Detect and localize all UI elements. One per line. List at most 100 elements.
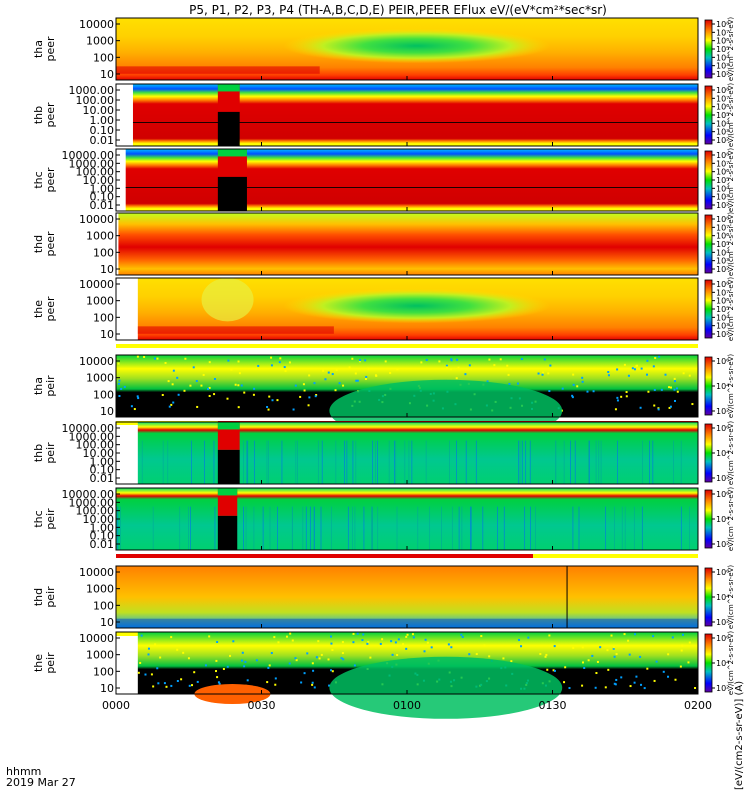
spectrum-fill bbox=[132, 84, 699, 146]
spectrum-noise bbox=[294, 657, 297, 660]
spectrum-noise bbox=[342, 384, 345, 387]
spectrum-noise bbox=[614, 683, 617, 686]
y-tick-label: 1000.00 bbox=[69, 84, 115, 97]
spectrum-noise bbox=[572, 383, 575, 386]
spectrum-noise bbox=[117, 382, 120, 385]
spectrum-noise bbox=[328, 684, 331, 687]
y-tick-label: 10 bbox=[100, 405, 114, 418]
spectrum-noise bbox=[406, 633, 409, 636]
spectrum-noise bbox=[420, 361, 423, 364]
y-tick-label: 1.00 bbox=[90, 455, 115, 468]
spectrum-noise bbox=[610, 634, 613, 637]
x-tick-label: 0000 bbox=[102, 699, 130, 712]
spectrum-noise bbox=[222, 668, 225, 671]
colorbar-unit-label: eV/(cm^2-s-sr-eV) bbox=[727, 565, 735, 630]
spectrum-noise bbox=[313, 382, 316, 385]
spectrum-noise bbox=[137, 397, 140, 400]
y-tick-label: 0.10 bbox=[90, 124, 115, 137]
spectrum-noise bbox=[313, 686, 316, 689]
y-tick-label: 10 bbox=[100, 68, 114, 81]
y-axis-label: peir bbox=[44, 442, 57, 464]
spectrum-noise bbox=[397, 638, 400, 641]
spectrum-noise bbox=[506, 364, 509, 367]
spectrum-noise bbox=[208, 394, 211, 397]
spectrum-noise bbox=[662, 670, 665, 673]
spectrum-noise bbox=[172, 369, 175, 372]
spectrum-noise bbox=[646, 359, 649, 362]
spectrum-noise bbox=[545, 653, 548, 656]
spectrum-noise bbox=[208, 386, 211, 389]
spectrum-noise bbox=[237, 384, 240, 387]
spectrum-noise bbox=[308, 374, 311, 377]
spectrum-noise bbox=[184, 357, 187, 360]
spectrum-noise bbox=[396, 653, 399, 656]
x-tick-label: 0100 bbox=[393, 699, 421, 712]
status-bar bbox=[533, 554, 698, 558]
colorbar-tick-label: 10⁴ bbox=[716, 184, 729, 193]
spectrum-noise bbox=[118, 395, 121, 398]
spectrum-noise bbox=[468, 364, 471, 367]
spectrum-noise bbox=[327, 658, 330, 661]
spectrum-noise bbox=[680, 649, 683, 652]
y-tick-label: 0.01 bbox=[90, 134, 115, 147]
spectrum-noise bbox=[581, 376, 584, 379]
panel-thd-peir: 10000 1000 100 10 thd peir 10⁶ 10⁴ 10²eV/(cm^2-s… bbox=[32, 565, 735, 636]
spectrum-noise bbox=[302, 383, 305, 386]
spectrum-noise bbox=[291, 639, 294, 642]
colorbar-tick-label: 10⁴ bbox=[716, 53, 729, 62]
spectrum-noise bbox=[673, 377, 676, 380]
spectrum-noise bbox=[607, 374, 610, 377]
spectrum-noise bbox=[311, 683, 314, 686]
spectrum-noise bbox=[283, 366, 286, 369]
y-axis-label: tha bbox=[32, 40, 45, 58]
spectrum-noise bbox=[616, 396, 619, 399]
spectrum-noise bbox=[330, 642, 333, 645]
spectrum-noise bbox=[488, 655, 491, 658]
spectrum-blob bbox=[201, 278, 254, 322]
spectrum-noise bbox=[315, 656, 318, 659]
spectrum-noise bbox=[510, 660, 513, 663]
spectrum-noise bbox=[548, 390, 551, 393]
spectrum-noise bbox=[182, 651, 185, 654]
spectrum-noise bbox=[405, 635, 408, 638]
colorbar-tick-label: 10³ bbox=[716, 257, 729, 266]
colorbar-unit-label: eV/(cm^2-s-sr-eV) bbox=[727, 17, 735, 82]
colorbar-tick-label: 10⁴ bbox=[716, 449, 729, 458]
data-gap bbox=[217, 515, 238, 550]
y-axis-label: peer bbox=[44, 296, 57, 322]
y-tick-label: 1000.00 bbox=[69, 430, 115, 443]
x-axis-label-time: hhmm bbox=[6, 765, 41, 778]
spectrum-noise bbox=[563, 681, 566, 684]
colorbar-tick-label: 10⁸ bbox=[716, 151, 729, 160]
y-tick-label: 10 bbox=[100, 682, 114, 695]
spectrum-noise bbox=[170, 403, 173, 406]
spectrum-noise bbox=[660, 388, 663, 391]
spectrum-noise bbox=[615, 678, 618, 681]
spectrum-noise bbox=[172, 401, 175, 404]
spectrum-noise bbox=[518, 638, 521, 641]
spectrum-noise bbox=[229, 654, 232, 657]
spectrum-noise bbox=[171, 368, 174, 371]
spectrum-noise bbox=[639, 655, 642, 658]
spectrum-noise bbox=[543, 358, 546, 361]
x-tick-label: 0200 bbox=[684, 699, 712, 712]
spectrum-fill bbox=[125, 149, 698, 211]
spectrum-noise bbox=[671, 636, 674, 639]
y-tick-label: 100 bbox=[93, 599, 114, 612]
spectrum-noise bbox=[193, 671, 196, 674]
spectrum-noise bbox=[189, 384, 192, 387]
spectrum-noise bbox=[612, 647, 615, 650]
y-tick-label: 100 bbox=[93, 311, 114, 324]
spectrum-noise bbox=[243, 391, 246, 394]
spectrum-noise bbox=[625, 391, 628, 394]
spectrum-noise bbox=[324, 378, 327, 381]
spectrum-noise bbox=[196, 680, 199, 683]
colorbar-tick-label: 10⁷ bbox=[716, 288, 729, 297]
colorbar-tick-label: 10⁶ bbox=[716, 232, 729, 241]
y-axis-label: thd bbox=[32, 235, 45, 253]
spectrum-noise bbox=[253, 387, 256, 390]
spectrum-noise bbox=[303, 672, 306, 675]
y-axis-label: the bbox=[32, 300, 45, 318]
spectrum-noise bbox=[164, 361, 167, 364]
y-tick-label: 100.00 bbox=[76, 94, 115, 107]
